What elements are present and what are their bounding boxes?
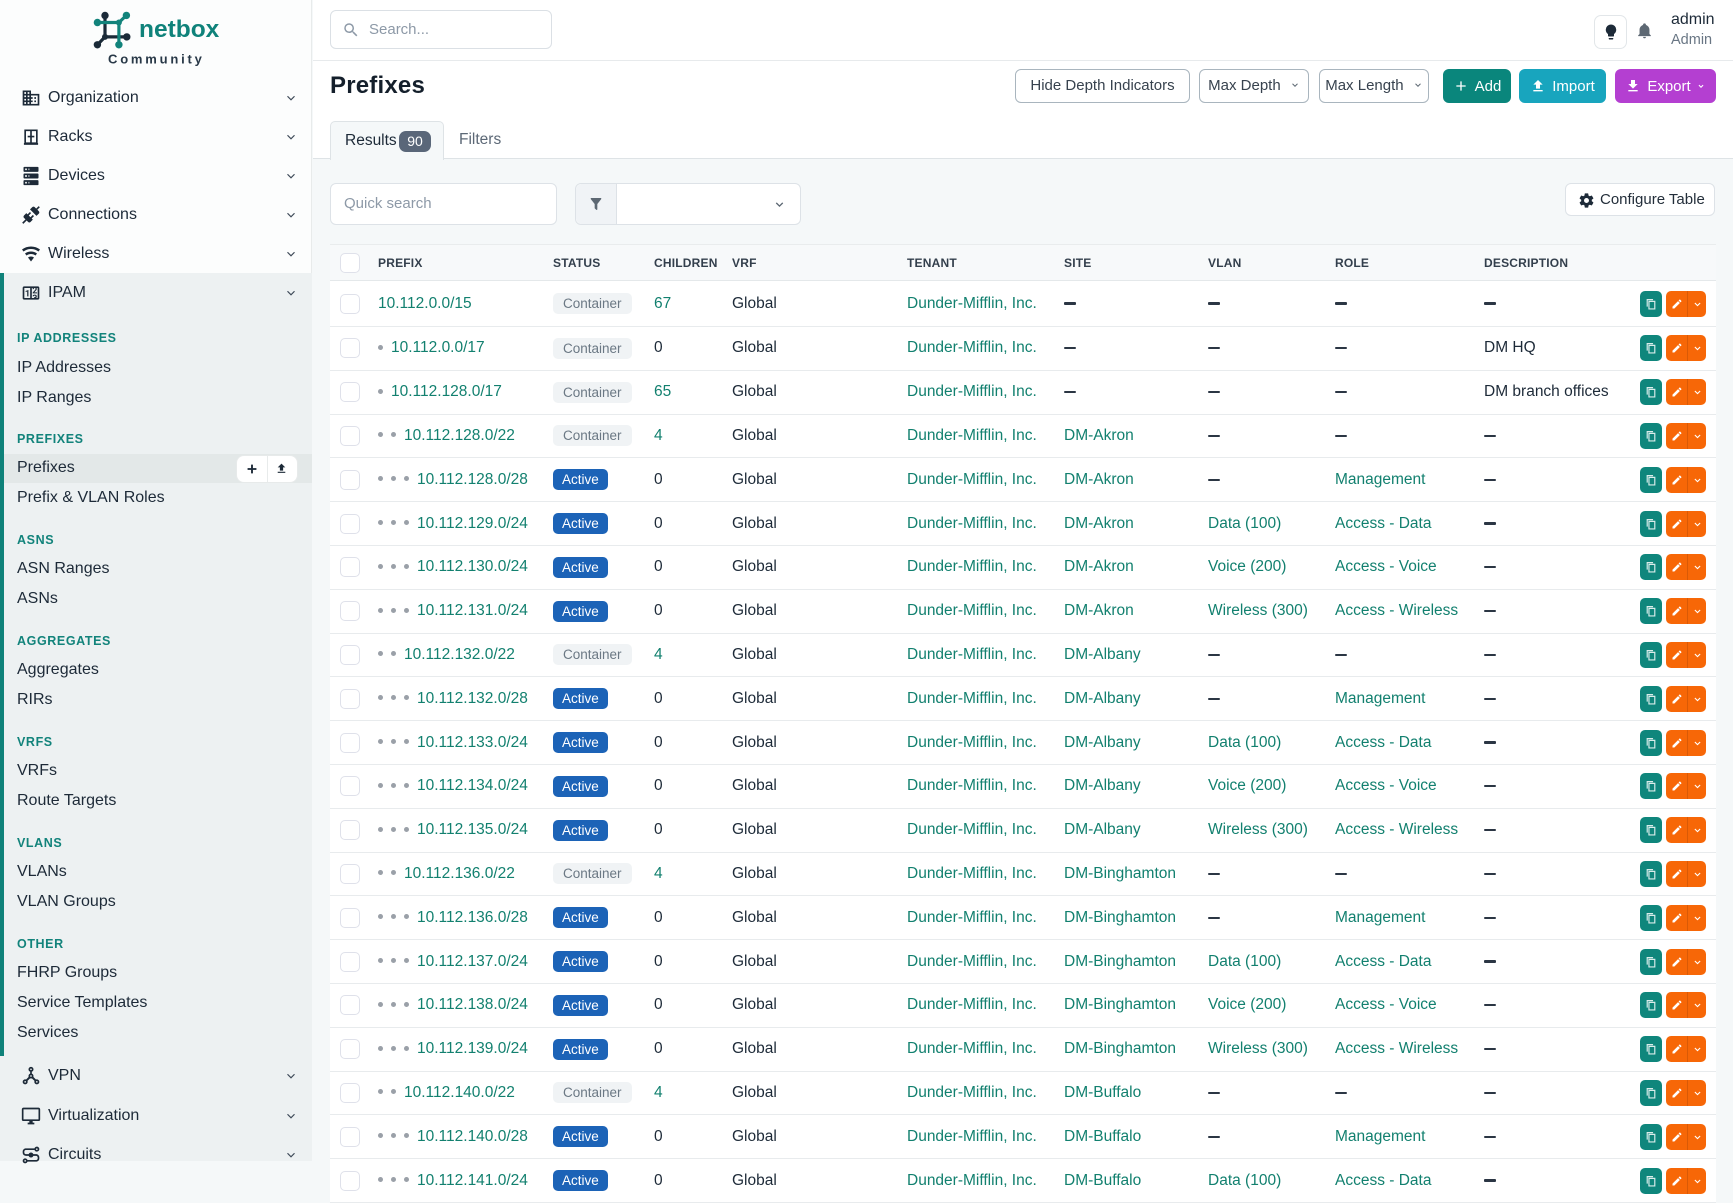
svg-text:Community: Community	[108, 52, 205, 67]
svg-text:netbox: netbox	[139, 16, 220, 43]
